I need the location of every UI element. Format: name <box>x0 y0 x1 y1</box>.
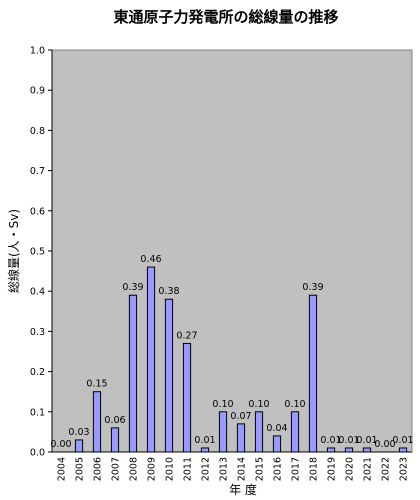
x-tick-label: 2021 <box>363 457 374 481</box>
bar <box>254 411 264 453</box>
bar <box>128 294 138 453</box>
x-tick-label: 2012 <box>201 457 212 481</box>
data-label: 0.01 <box>194 435 215 446</box>
y-tick-label: 0.3 <box>30 327 45 338</box>
data-label: 0.10 <box>284 399 305 410</box>
bar <box>362 447 372 453</box>
y-tick-label: 0.8 <box>30 126 45 137</box>
data-label: 0.01 <box>392 435 413 446</box>
data-label: 0.00 <box>50 439 71 450</box>
y-tick-label: 0.9 <box>30 86 45 97</box>
x-tick-label: 2016 <box>273 457 284 481</box>
y-axis-label: 総線量(人・Sv) <box>6 209 21 293</box>
chart-title: 東通原子力発電所の総線量の推移 <box>113 8 338 26</box>
bar <box>398 447 408 453</box>
y-tick-label: 0.1 <box>30 407 45 418</box>
x-tick-label: 2008 <box>129 457 140 481</box>
x-tick-label: 2020 <box>345 457 356 481</box>
data-label: 0.27 <box>176 330 197 341</box>
x-axis: 2004 2005 2006 2007 2008 2009 2010 2011 2012 2013… <box>52 451 412 481</box>
x-tick-label: 2023 <box>399 457 410 481</box>
data-label: 0.01 <box>356 435 377 446</box>
x-axis-label: 年 度 <box>229 482 257 497</box>
data-label: 0.46 <box>140 254 161 265</box>
data-label: 0.10 <box>248 399 269 410</box>
y-tick-label: 0.4 <box>30 287 45 298</box>
bar <box>110 427 120 453</box>
y-tick-label: 0.6 <box>30 206 45 217</box>
y-tick-label: 0.7 <box>30 166 45 177</box>
bar <box>326 447 336 453</box>
x-tick-label: 2005 <box>75 457 86 481</box>
bars <box>74 266 408 453</box>
data-label: 0.01 <box>338 435 359 446</box>
y-axis: 0.0 0.1 0.2 0.3 0.4 0.5 0.6 0.7 0.8 0.9 1.0 <box>30 46 53 459</box>
x-tick-label: 2011 <box>183 457 194 481</box>
bar <box>290 411 300 453</box>
data-labels: 0.000.030.150.060.390.460.380.270.010.10… <box>50 254 413 450</box>
bar <box>164 298 174 453</box>
x-tick-label: 2004 <box>57 457 68 481</box>
bar <box>92 391 102 453</box>
bar <box>344 447 354 453</box>
data-label: 0.10 <box>212 399 233 410</box>
x-tick-label: 2014 <box>237 457 248 481</box>
data-label: 0.00 <box>374 439 395 450</box>
data-label: 0.07 <box>230 411 251 422</box>
x-tick-label: 2009 <box>147 457 158 481</box>
bar <box>146 266 156 453</box>
bar <box>236 423 246 453</box>
bar <box>74 439 84 453</box>
plot-area <box>51 49 413 453</box>
data-label: 0.06 <box>104 415 125 426</box>
x-tick-label: 2017 <box>291 457 302 481</box>
bar <box>200 447 210 453</box>
data-label: 0.01 <box>320 435 341 446</box>
data-label: 0.39 <box>302 282 323 293</box>
bar <box>182 342 192 453</box>
x-tick-label: 2019 <box>327 457 338 481</box>
x-tick-label: 2022 <box>381 457 392 481</box>
data-label: 0.03 <box>68 427 89 438</box>
data-label: 0.39 <box>122 282 143 293</box>
data-label: 0.38 <box>158 286 179 297</box>
bar <box>308 294 318 453</box>
data-label: 0.04 <box>266 423 287 434</box>
x-tick-label: 2013 <box>219 457 230 481</box>
bar <box>218 411 228 453</box>
y-tick-label: 0.2 <box>30 367 45 378</box>
y-tick-label: 1.0 <box>30 46 45 57</box>
x-tick-label: 2018 <box>309 457 320 481</box>
x-tick-label: 2010 <box>165 457 176 481</box>
bar <box>272 435 282 453</box>
y-tick-label: 0.0 <box>30 448 45 459</box>
x-tick-label: 2006 <box>93 457 104 481</box>
y-tick-label: 0.5 <box>30 247 45 258</box>
x-tick-label: 2015 <box>255 457 266 481</box>
x-tick-label: 2007 <box>111 457 122 481</box>
data-label: 0.15 <box>86 379 107 390</box>
